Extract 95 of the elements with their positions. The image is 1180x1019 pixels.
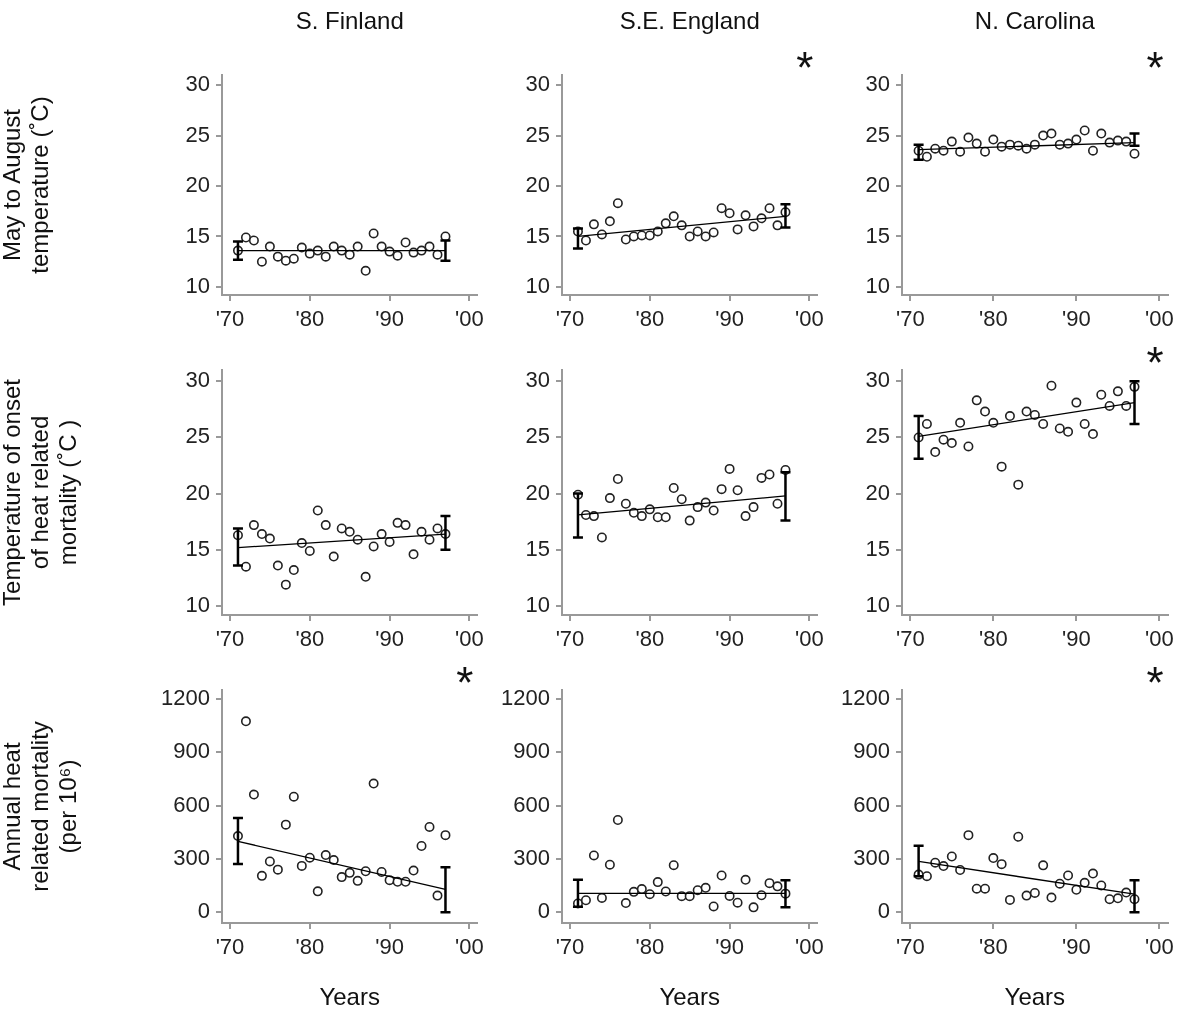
annotation: *: [456, 658, 474, 708]
y-tick-label: 20: [185, 479, 210, 505]
x-tick-label: '00: [455, 934, 484, 960]
x-tick-label: '70: [895, 306, 925, 332]
x-axis-title: Years: [319, 983, 380, 1011]
x-tick-label: '80: [295, 626, 325, 652]
y-tick-label: 15: [185, 535, 210, 561]
y-tick-label: 600: [513, 791, 550, 817]
x-tick-label: '70: [555, 306, 585, 332]
x-tick-label: '00: [455, 626, 484, 652]
x-tick-label: '70: [215, 626, 245, 652]
x-tick-label: '70: [555, 934, 585, 960]
y-tick-label: 900: [853, 738, 890, 764]
y-tick-label: 600: [173, 791, 210, 817]
x-tick-label: '00: [795, 306, 824, 332]
y-tick-label: 0: [877, 898, 890, 924]
x-tick-label: '90: [715, 934, 744, 960]
x-tick-label: '90: [375, 626, 404, 652]
x-tick-label: '70: [895, 626, 925, 652]
y-tick-label: 900: [513, 738, 550, 764]
y-tick-label: 10: [525, 592, 550, 618]
y-axis-title: Annual heat related mortality (per 10⁶): [0, 721, 81, 892]
x-tick-label: '90: [715, 626, 744, 652]
y-tick-label: 15: [865, 222, 890, 248]
y-tick-label: 25: [865, 423, 890, 449]
x-tick-label: '80: [635, 306, 665, 332]
x-axis-title: Years: [659, 983, 720, 1011]
y-tick-label: 300: [173, 845, 210, 871]
y-tick-label: 10: [865, 592, 890, 618]
y-tick-label: 600: [853, 791, 890, 817]
chart-title: S. Finland: [295, 6, 404, 34]
y-axis-title: Temperature of onset of heat related mortality (˚C ): [0, 378, 81, 606]
y-tick-label: 25: [185, 121, 210, 147]
y-tick-label: 30: [185, 367, 210, 393]
x-tick-label: '70: [895, 934, 925, 960]
y-tick-label: 0: [197, 898, 210, 924]
y-axis-title: May to August temperature (˚C): [0, 96, 54, 274]
y-tick-label: 10: [185, 272, 210, 298]
x-tick-label: '00: [1145, 626, 1174, 652]
y-tick-label: 20: [865, 172, 890, 198]
x-tick-label: '90: [1062, 306, 1091, 332]
annotation: *: [1146, 338, 1164, 388]
y-tick-label: 30: [865, 71, 890, 97]
annotation: *: [1146, 43, 1164, 93]
x-axis-title: Years: [1004, 983, 1066, 1011]
x-tick-label: '80: [295, 934, 325, 960]
y-tick-label: 1200: [161, 684, 210, 710]
x-tick-label: '70: [215, 306, 245, 332]
x-tick-label: '90: [375, 934, 404, 960]
x-tick-label: '90: [1062, 934, 1091, 960]
y-tick-label: 1200: [841, 684, 890, 710]
x-tick-label: '80: [979, 306, 1008, 332]
y-tick-label: 30: [525, 367, 550, 393]
x-tick-label: '90: [715, 306, 744, 332]
y-tick-label: 25: [525, 121, 550, 147]
annotation: *: [796, 43, 814, 93]
y-tick-label: 20: [865, 479, 890, 505]
y-tick-label: 300: [853, 845, 890, 871]
x-tick-label: '80: [295, 306, 325, 332]
x-tick-label: '90: [1062, 626, 1091, 652]
x-tick-label: '00: [795, 626, 824, 652]
x-tick-label: '80: [635, 934, 665, 960]
x-tick-label: '80: [635, 626, 665, 652]
x-tick-label: '90: [375, 306, 404, 332]
y-tick-label: 25: [865, 121, 890, 147]
x-tick-label: '70: [555, 626, 585, 652]
chart-title: N. Carolina: [974, 6, 1096, 34]
y-tick-label: 30: [865, 367, 890, 393]
y-tick-label: 1200: [501, 684, 550, 710]
x-tick-label: '00: [1145, 306, 1174, 332]
y-tick-label: 15: [865, 535, 890, 561]
y-tick-label: 15: [525, 535, 550, 561]
y-tick-label: 20: [525, 172, 550, 198]
y-tick-label: 30: [525, 71, 550, 97]
chart-title: S.E. England: [619, 6, 760, 34]
y-tick-label: 20: [525, 479, 550, 505]
x-tick-label: '80: [979, 626, 1008, 652]
y-tick-label: 25: [525, 423, 550, 449]
y-tick-label: 900: [173, 738, 210, 764]
x-tick-label: '70: [215, 934, 245, 960]
y-tick-label: 10: [185, 592, 210, 618]
y-tick-label: 300: [513, 845, 550, 871]
y-tick-label: 25: [185, 423, 210, 449]
y-tick-label: 0: [537, 898, 550, 924]
x-tick-label: '80: [979, 934, 1008, 960]
x-tick-label: '00: [1145, 934, 1174, 960]
y-tick-label: 10: [525, 272, 550, 298]
y-tick-label: 15: [185, 222, 210, 248]
x-tick-label: '00: [795, 934, 824, 960]
y-tick-label: 10: [865, 272, 890, 298]
x-tick-label: '00: [455, 306, 484, 332]
y-tick-label: 15: [525, 222, 550, 248]
annotation: *: [1146, 658, 1164, 708]
y-tick-label: 30: [185, 71, 210, 97]
y-tick-label: 20: [185, 172, 210, 198]
